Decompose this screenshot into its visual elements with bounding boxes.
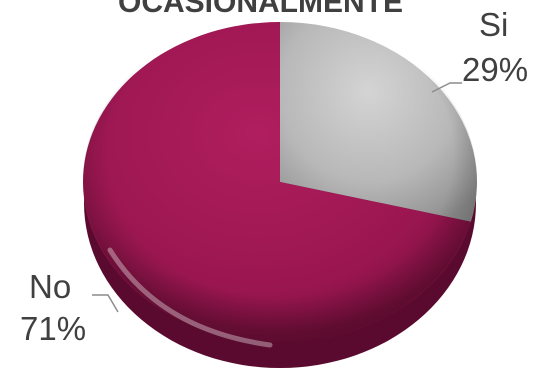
leader-line-si bbox=[431, 82, 462, 93]
leader-line-no bbox=[92, 294, 119, 313]
slice-label-si-value: 29% bbox=[462, 51, 529, 88]
pie-highlight bbox=[107, 247, 273, 348]
chart-title: OCASIONALMENTE bbox=[118, 0, 403, 19]
slice-label-no-value: 71% bbox=[20, 310, 87, 347]
slice-label-si-category: Si bbox=[479, 6, 509, 43]
slice-label-no-category: No bbox=[29, 268, 72, 305]
